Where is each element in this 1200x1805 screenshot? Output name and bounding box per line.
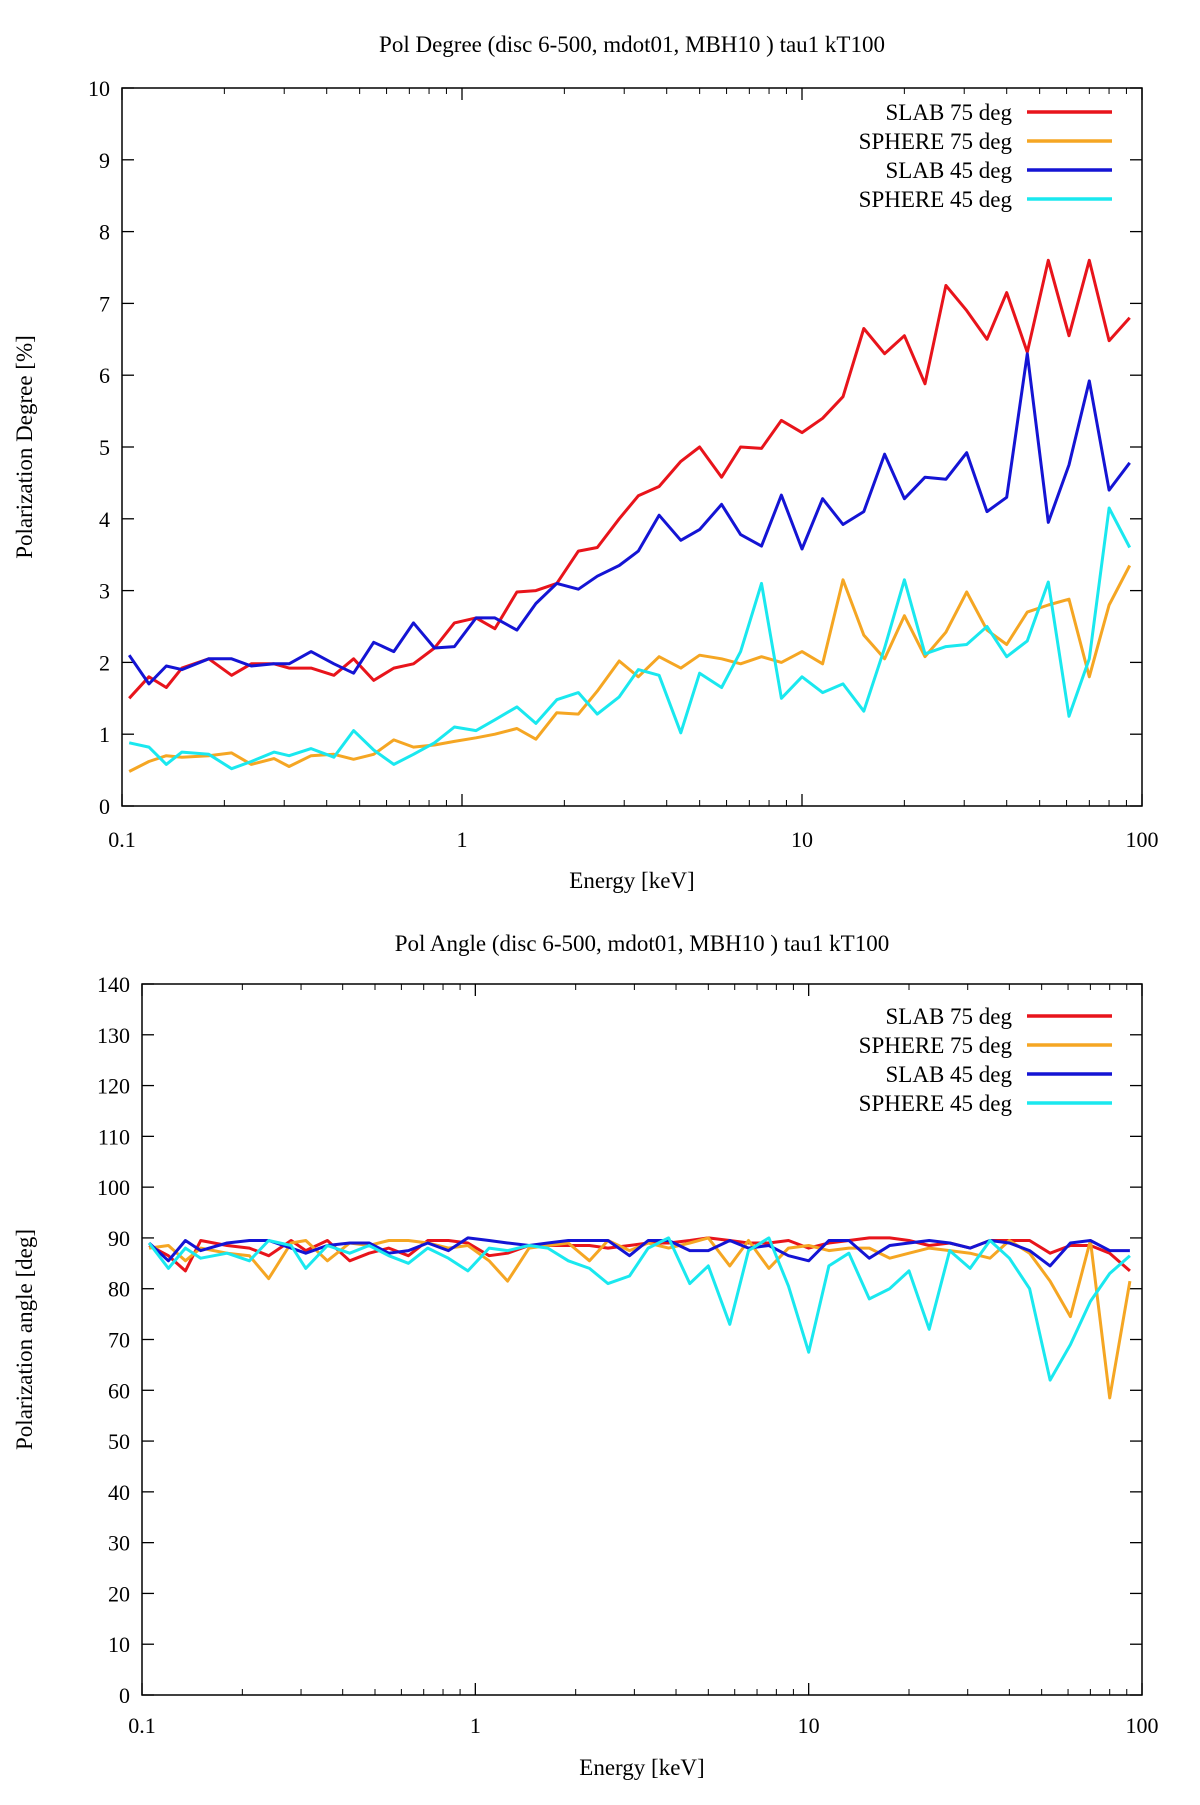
degree-chart-title: Pol Degree (disc 6-500, mdot01, MBH10 ) …	[379, 32, 885, 57]
angle-ytick-label: 0	[119, 1683, 130, 1708]
angle-xtick-label: 10	[798, 1713, 820, 1738]
degree-ytick-label: 0	[99, 794, 110, 819]
degree-x-axis-label: Energy [keV]	[569, 868, 694, 893]
degree-ytick-label: 1	[99, 722, 110, 747]
angle-x-axis-label: Energy [keV]	[579, 1755, 704, 1780]
degree-ytick-label: 7	[99, 291, 110, 316]
degree-series-line-sphere-75-deg	[128, 564, 1132, 773]
angle-legend-label-sphere-75-deg: SPHERE 75 deg	[859, 1033, 1013, 1058]
angle-legend-label-sphere-45-deg: SPHERE 45 deg	[859, 1091, 1013, 1116]
angle-ytick-label: 70	[108, 1328, 130, 1353]
angle-ytick-label: 120	[97, 1074, 130, 1099]
degree-ytick-label: 6	[99, 363, 110, 388]
degree-ytick-label: 9	[99, 148, 110, 173]
angle-xtick-label: 100	[1126, 1713, 1159, 1738]
degree-series-line-sphere-45-deg	[128, 506, 1132, 771]
angle-ytick-label: 40	[108, 1480, 130, 1505]
degree-xtick-label: 0.1	[108, 827, 136, 852]
angle-chart-title: Pol Angle (disc 6-500, mdot01, MBH10 ) t…	[395, 931, 889, 956]
angle-ytick-label: 10	[108, 1632, 130, 1657]
angle-ytick-label: 130	[97, 1023, 130, 1048]
angle-ytick-label: 100	[97, 1175, 130, 1200]
degree-legend-label-slab-75-deg: SLAB 75 deg	[886, 100, 1013, 125]
degree-ytick-label: 4	[99, 507, 110, 532]
degree-series-line-slab-45-deg	[127, 352, 1131, 686]
degree-y-axis-label: Polarization Degree [%]	[12, 335, 37, 559]
angle-ytick-label: 50	[108, 1429, 130, 1454]
angle-ytick-label: 90	[108, 1226, 130, 1251]
degree-xtick-label: 10	[791, 827, 813, 852]
degree-legend-label-sphere-75-deg: SPHERE 75 deg	[859, 129, 1013, 154]
angle-legend-label-slab-75-deg: SLAB 75 deg	[886, 1004, 1013, 1029]
angle-series-line-slab-45-deg	[148, 1236, 1130, 1268]
degree-series-line-slab-75-deg	[128, 258, 1131, 700]
degree-ytick-label: 8	[99, 220, 110, 245]
angle-series-line-sphere-45-deg	[147, 1236, 1131, 1382]
angle-ytick-label: 30	[108, 1531, 130, 1556]
degree-xtick-label: 100	[1126, 827, 1159, 852]
degree-legend-label-sphere-45-deg: SPHERE 45 deg	[859, 187, 1013, 212]
degree-legend-label-slab-45-deg: SLAB 45 deg	[886, 158, 1013, 183]
angle-xtick-label: 0.1	[128, 1713, 156, 1738]
degree-ytick-label: 2	[99, 650, 110, 675]
angle-ytick-label: 80	[108, 1277, 130, 1302]
angle-ytick-label: 20	[108, 1581, 130, 1606]
angle-y-axis-label: Polarization angle [deg]	[12, 1229, 37, 1450]
angle-legend-label-slab-45-deg: SLAB 45 deg	[886, 1062, 1013, 1087]
degree-ytick-label: 10	[88, 76, 110, 101]
degree-ytick-label: 3	[99, 579, 110, 604]
angle-ytick-label: 140	[97, 972, 130, 997]
degree-ytick-label: 5	[99, 435, 110, 460]
angle-ytick-label: 60	[108, 1378, 130, 1403]
angle-ytick-label: 110	[98, 1124, 130, 1149]
degree-xtick-label: 1	[457, 827, 468, 852]
angle-xtick-label: 1	[470, 1713, 481, 1738]
